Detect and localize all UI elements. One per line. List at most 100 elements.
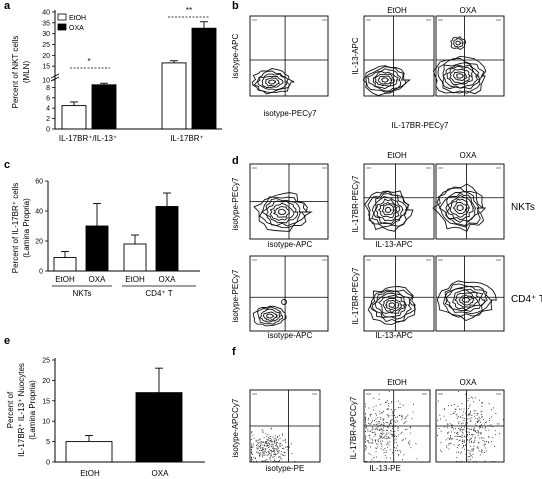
event-dot	[281, 444, 283, 446]
event-dot	[255, 439, 257, 441]
event-dot	[253, 438, 255, 439]
event-dot	[480, 432, 482, 434]
event-dot	[454, 408, 456, 410]
contour-line	[380, 77, 390, 83]
event-dot	[459, 435, 461, 437]
event-dot	[463, 429, 465, 430]
event-dot	[264, 450, 266, 452]
event-dot	[266, 438, 268, 440]
event-dot	[277, 447, 279, 448]
event-dot	[456, 433, 457, 435]
event-dot	[487, 425, 489, 427]
event-dot	[273, 441, 275, 443]
event-dot	[394, 435, 396, 437]
event-dot	[473, 442, 475, 443]
event-dot	[274, 440, 276, 442]
event-dot	[410, 447, 412, 449]
event-dot	[258, 452, 259, 454]
event-dot	[465, 430, 467, 432]
event-dot	[394, 425, 396, 427]
event-dot	[394, 431, 396, 432]
event-dot	[268, 439, 269, 441]
event-dot	[387, 441, 389, 443]
event-dot	[272, 444, 274, 446]
contour-line	[367, 286, 417, 325]
event-dot	[277, 461, 279, 462]
a-tick-label: 25	[42, 42, 50, 49]
event-dot	[480, 421, 481, 423]
e-tick-label: 10	[42, 419, 50, 426]
event-dot	[392, 412, 394, 414]
event-dot	[390, 423, 391, 424]
contour-line	[384, 299, 400, 311]
event-dot	[440, 418, 441, 420]
event-dot	[367, 419, 369, 421]
event-dot	[274, 435, 276, 437]
event-dot	[456, 417, 458, 419]
event-dot	[408, 441, 409, 443]
event-dot	[478, 437, 480, 439]
event-dot	[370, 430, 372, 432]
event-dot	[484, 428, 486, 429]
event-dot	[473, 429, 474, 431]
event-dot	[461, 436, 463, 438]
event-dot	[259, 441, 261, 443]
event-dot	[276, 441, 278, 443]
event-dot	[271, 449, 272, 451]
a-category-label: IL-17BR⁺/IL-13⁺	[59, 134, 117, 143]
event-dot	[462, 433, 464, 435]
event-dot	[263, 452, 265, 454]
a-tick-label: 4	[46, 106, 50, 113]
event-dot	[276, 439, 277, 441]
event-dot	[469, 450, 471, 452]
event-dot	[478, 426, 480, 428]
event-dot	[473, 434, 475, 435]
event-dot	[377, 461, 378, 462]
event-dot	[294, 461, 296, 462]
event-dot	[388, 436, 390, 438]
event-dot	[271, 441, 273, 442]
event-dot	[386, 432, 388, 434]
event-dot	[257, 445, 259, 447]
event-dot	[461, 403, 463, 405]
event-dot	[383, 410, 384, 412]
event-dot	[397, 420, 398, 422]
event-dot	[378, 393, 380, 395]
event-dot	[278, 456, 279, 458]
event-dot	[410, 427, 411, 429]
event-dot	[446, 423, 448, 425]
event-dot	[388, 444, 390, 446]
event-dot	[415, 443, 417, 445]
event-dot	[257, 448, 258, 450]
contour-line	[367, 68, 402, 92]
event-dot	[379, 438, 381, 439]
event-dot	[274, 454, 276, 456]
event-dot	[456, 432, 458, 434]
event-dot	[267, 443, 269, 445]
event-dot	[251, 459, 253, 460]
contour-line	[441, 62, 481, 90]
event-dot	[470, 396, 472, 398]
contour-line	[384, 206, 393, 214]
event-dot	[394, 415, 395, 416]
contour-line	[262, 311, 278, 322]
event-dot	[484, 423, 486, 425]
event-dot	[462, 422, 464, 424]
event-dot	[468, 456, 470, 457]
event-dot	[393, 436, 395, 437]
event-dot	[470, 455, 472, 456]
event-dot	[375, 456, 377, 458]
event-dot	[400, 451, 402, 453]
event-dot	[398, 407, 399, 409]
event-dot	[261, 460, 263, 462]
event-dot	[443, 415, 445, 417]
event-dot	[462, 439, 463, 441]
event-dot	[465, 436, 467, 438]
event-dot	[475, 423, 476, 425]
event-dot	[383, 423, 385, 425]
event-dot	[265, 441, 267, 443]
event-dot	[252, 447, 254, 449]
event-dot	[279, 456, 281, 458]
event-dot	[265, 441, 267, 442]
d-plot-cd4-isotype	[249, 255, 329, 332]
